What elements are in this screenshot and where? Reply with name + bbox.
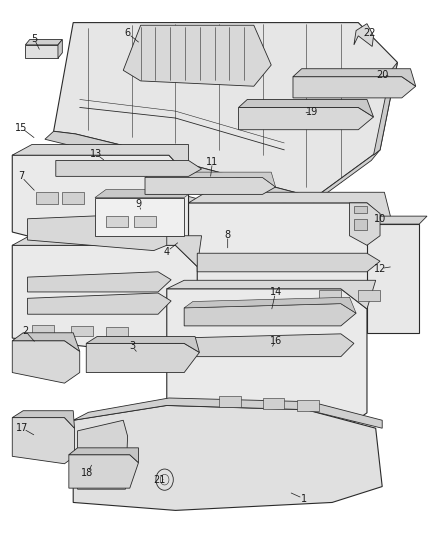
- Text: 8: 8: [225, 230, 231, 240]
- Polygon shape: [69, 448, 138, 463]
- Text: 17: 17: [16, 423, 28, 433]
- Polygon shape: [25, 39, 62, 45]
- Polygon shape: [188, 192, 393, 227]
- Text: 3: 3: [129, 341, 135, 351]
- Polygon shape: [78, 420, 127, 489]
- Polygon shape: [53, 22, 397, 198]
- Polygon shape: [167, 280, 376, 309]
- Text: 12: 12: [374, 264, 386, 273]
- Text: 22: 22: [363, 28, 375, 38]
- Polygon shape: [62, 192, 84, 204]
- Polygon shape: [123, 182, 271, 245]
- Polygon shape: [184, 297, 356, 313]
- Text: 20: 20: [376, 70, 389, 79]
- Polygon shape: [36, 192, 58, 204]
- Polygon shape: [297, 400, 319, 411]
- Text: 11: 11: [206, 157, 219, 166]
- Polygon shape: [28, 272, 171, 292]
- Polygon shape: [167, 289, 367, 431]
- Polygon shape: [86, 336, 199, 352]
- Polygon shape: [56, 160, 201, 176]
- Polygon shape: [106, 216, 127, 227]
- Polygon shape: [25, 45, 58, 58]
- Polygon shape: [12, 144, 188, 176]
- Polygon shape: [95, 190, 195, 198]
- Polygon shape: [12, 418, 74, 464]
- Polygon shape: [12, 236, 201, 266]
- Text: 19: 19: [307, 107, 319, 117]
- Polygon shape: [106, 327, 127, 338]
- Polygon shape: [123, 25, 271, 86]
- Polygon shape: [134, 216, 156, 227]
- Text: 16: 16: [269, 336, 282, 346]
- Text: 18: 18: [81, 469, 94, 478]
- Polygon shape: [32, 325, 53, 335]
- Polygon shape: [184, 304, 356, 326]
- Polygon shape: [95, 198, 184, 236]
- Text: 9: 9: [135, 199, 141, 209]
- Polygon shape: [73, 406, 382, 511]
- Polygon shape: [69, 455, 138, 488]
- Polygon shape: [354, 206, 367, 214]
- Polygon shape: [374, 62, 397, 155]
- Polygon shape: [319, 290, 341, 301]
- Text: 6: 6: [124, 28, 131, 38]
- Polygon shape: [293, 69, 416, 86]
- Text: 5: 5: [31, 34, 37, 44]
- Polygon shape: [58, 39, 62, 58]
- Polygon shape: [219, 397, 241, 407]
- Polygon shape: [239, 100, 374, 117]
- Polygon shape: [367, 216, 427, 224]
- Text: 2: 2: [22, 326, 28, 336]
- Polygon shape: [28, 293, 171, 314]
- Polygon shape: [239, 108, 374, 130]
- Polygon shape: [293, 77, 416, 98]
- Polygon shape: [12, 333, 80, 351]
- Text: 13: 13: [90, 149, 102, 159]
- Text: 21: 21: [153, 475, 165, 484]
- Polygon shape: [28, 214, 167, 251]
- Polygon shape: [188, 203, 393, 322]
- Polygon shape: [358, 290, 380, 301]
- Polygon shape: [86, 343, 199, 373]
- Polygon shape: [12, 155, 188, 272]
- Polygon shape: [71, 326, 93, 336]
- Polygon shape: [12, 411, 74, 428]
- Polygon shape: [145, 172, 276, 187]
- Text: 1: 1: [301, 494, 307, 504]
- Polygon shape: [176, 334, 354, 357]
- Polygon shape: [45, 131, 380, 208]
- Polygon shape: [73, 398, 382, 428]
- Polygon shape: [354, 219, 367, 230]
- Polygon shape: [350, 203, 380, 245]
- Polygon shape: [145, 177, 276, 195]
- Text: 10: 10: [374, 214, 386, 224]
- Polygon shape: [262, 398, 284, 409]
- Polygon shape: [197, 253, 380, 272]
- Text: 15: 15: [15, 123, 27, 133]
- Text: 4: 4: [164, 247, 170, 257]
- Polygon shape: [367, 224, 419, 333]
- Text: 14: 14: [269, 287, 282, 297]
- Polygon shape: [354, 23, 374, 46]
- Polygon shape: [12, 341, 80, 383]
- Text: 7: 7: [18, 172, 24, 181]
- Polygon shape: [12, 245, 197, 357]
